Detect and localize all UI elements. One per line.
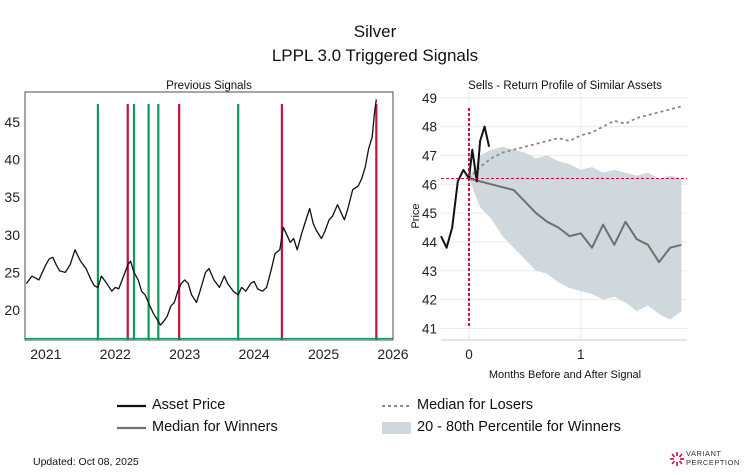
y-tick-label: 30 [4,227,20,243]
y-tick-label: 45 [4,114,20,130]
brand-logo-icon [670,452,684,466]
median-winners-line [468,177,682,264]
y-tick-label: 25 [4,264,20,280]
y-axis-label: Price [410,203,422,228]
x-tick-label: 2024 [239,346,270,362]
x-tick-label: 2026 [377,346,408,362]
legend-label-band: 20 - 80th Percentile for Winners [417,419,621,435]
y-tick-label: 42 [422,293,437,308]
x-tick-label: 0 [465,347,473,362]
legend-swatches [117,404,411,434]
legend-median-winners: Median for Winners [152,419,278,435]
left-panel-title: Previous Signals [166,80,252,92]
median-losers-line [468,105,682,180]
x-tick-label: 2022 [100,346,131,362]
y-tick-label: 41 [422,321,437,336]
legend-label-winners: Median for Winners [152,419,278,435]
right-panel: Sells - Return Profile of Similar Assets… [410,80,687,381]
x-axis-label: Months Before and After Signal [489,369,641,381]
x-tick-label: 2021 [30,346,61,362]
chart-title: Silver [353,22,397,41]
legend-percentile-band: 20 - 80th Percentile for Winners [417,419,621,435]
y-tick-label: 46 [422,177,437,192]
brand-line-1: VARIANT [686,449,722,458]
x-tick-label: 1 [577,347,585,362]
x-tick-label: 2023 [169,346,200,362]
left-plot-frame [24,91,394,341]
legend-median-losers: Median for Losers [417,397,533,413]
legend-swatch-band [382,422,411,434]
y-tick-label: 44 [422,235,438,250]
brand: VARIANT PERCEPTION [668,449,740,467]
legend-label-losers: Median for Losers [417,397,534,413]
right-panel-title: Sells - Return Profile of Similar Assets [468,80,662,92]
y-tick-label: 43 [422,264,437,279]
legend-label-asset: Asset Price [152,397,226,413]
updated-date: Updated: Oct 08, 2025 [33,456,139,468]
silver-price-line [25,99,377,326]
legend-asset-price: Asset Price [152,397,225,413]
chart-subtitle: LPPL 3.0 Triggered Signals [271,46,479,65]
percentile-band-area [469,146,682,320]
y-tick-label: 49 [422,91,437,106]
y-tick-label: 45 [422,206,437,221]
brand-line-2: PERCEPTION [686,458,740,467]
y-tick-label: 47 [422,148,437,163]
y-tick-label: 35 [4,189,20,205]
x-tick-label: 2025 [308,346,339,362]
y-tick-label: 20 [4,302,20,318]
y-tick-label: 40 [4,152,20,168]
y-tick-label: 48 [422,120,437,135]
